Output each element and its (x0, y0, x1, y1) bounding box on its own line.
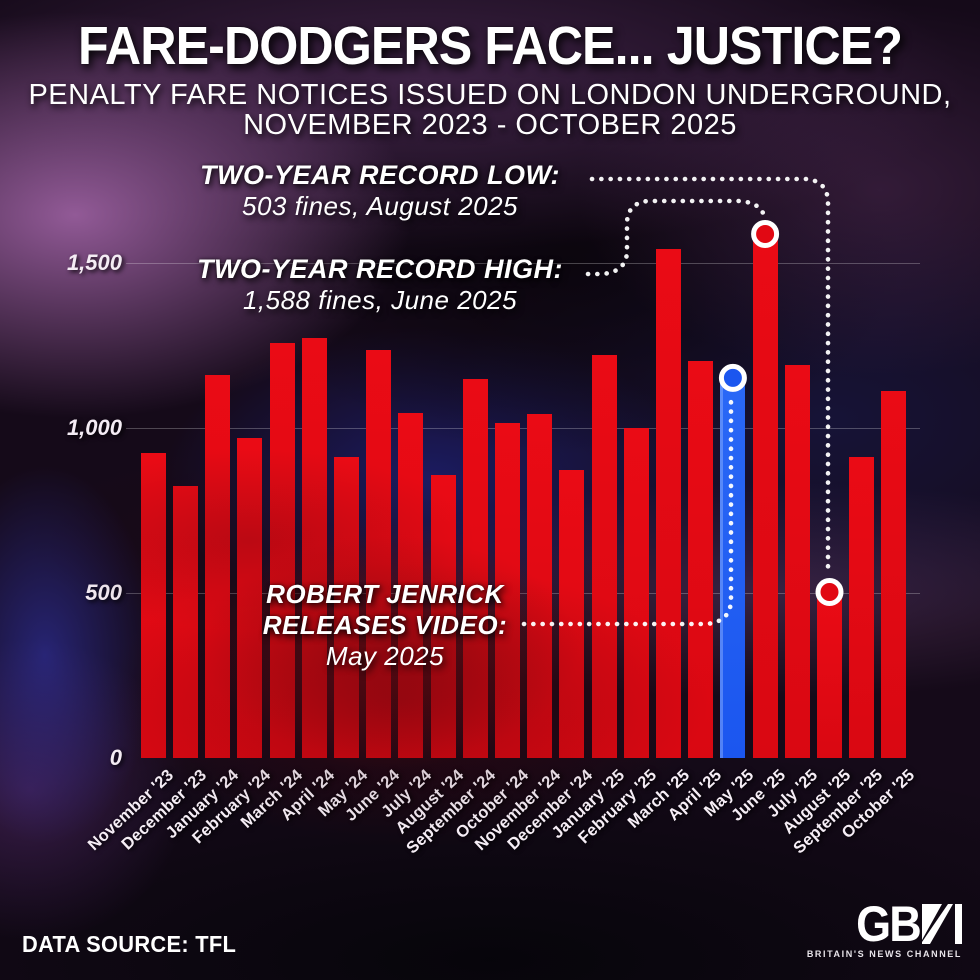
record-high-annotation: TWO-YEAR RECORD HIGH: 1,588 fines, June … (80, 254, 680, 316)
bar-june-24 (366, 350, 392, 758)
record-high-label: TWO-YEAR RECORD HIGH: (197, 254, 563, 284)
bar-january-25 (591, 355, 617, 758)
event-annotation: ROBERT JENRICK RELEASES VIDEO: May 2025 (185, 579, 585, 672)
bar-september-25 (849, 457, 875, 758)
gridline-1-500 (126, 263, 920, 264)
event-line-3: May 2025 (325, 641, 445, 671)
record-low-annotation: TWO-YEAR RECORD LOW: 503 fines, August 2… (80, 160, 680, 222)
bar-november-23 (140, 452, 166, 758)
gbn-logo: GB BRITAIN'S NEWS CHANNEL (806, 896, 962, 959)
bar-march-25 (656, 249, 681, 758)
record-low-detail: 503 fines, August 2025 (241, 191, 518, 221)
bar-december-23 (173, 485, 198, 758)
event-line-2: RELEASES VIDEO: (262, 610, 508, 640)
subtitle-line-1: PENALTY FARE NOTICES ISSUED ON LONDON UN… (28, 79, 952, 111)
bar-july-24 (398, 412, 424, 758)
bar-february-24 (237, 437, 263, 758)
record-low-label: TWO-YEAR RECORD LOW: (200, 160, 560, 190)
bar-april-25 (688, 360, 714, 758)
bar-august-25 (817, 592, 842, 758)
gbn-logo-gb-text: GB (856, 896, 922, 952)
bar-may-24 (334, 457, 359, 758)
gbn-logo-tagline: BRITAIN'S NEWS CHANNEL (806, 949, 962, 959)
event-line-1: ROBERT JENRICK (266, 579, 504, 609)
bar-january-24 (205, 375, 231, 758)
bar-october-25 (881, 390, 907, 758)
bar-march-24 (269, 342, 295, 758)
y-tick-1-500: 1,500 (66, 250, 122, 275)
y-tick-1-000: 1,000 (66, 415, 122, 440)
record-high-detail: 1,588 fines, June 2025 (242, 285, 518, 315)
bar-june-25 (752, 233, 778, 758)
gbn-logo-n-glyph (922, 904, 962, 944)
bar-february-25 (623, 428, 649, 758)
y-tick-500: 500 (85, 580, 122, 605)
bar-april-24 (301, 338, 327, 758)
bar-august-24 (430, 475, 456, 758)
bar-july-25 (784, 364, 810, 758)
bar-september-24 (462, 378, 488, 758)
y-tick-0: 0 (109, 745, 122, 770)
bar-october-24 (495, 422, 520, 758)
subtitle-line-2: NOVEMBER 2023 - OCTOBER 2025 (243, 109, 737, 141)
bar-may-25 (720, 377, 746, 758)
page-title: FARE-DODGERS FACE... JUSTICE? (77, 16, 903, 76)
data-source: DATA SOURCE: TFL (22, 931, 237, 957)
